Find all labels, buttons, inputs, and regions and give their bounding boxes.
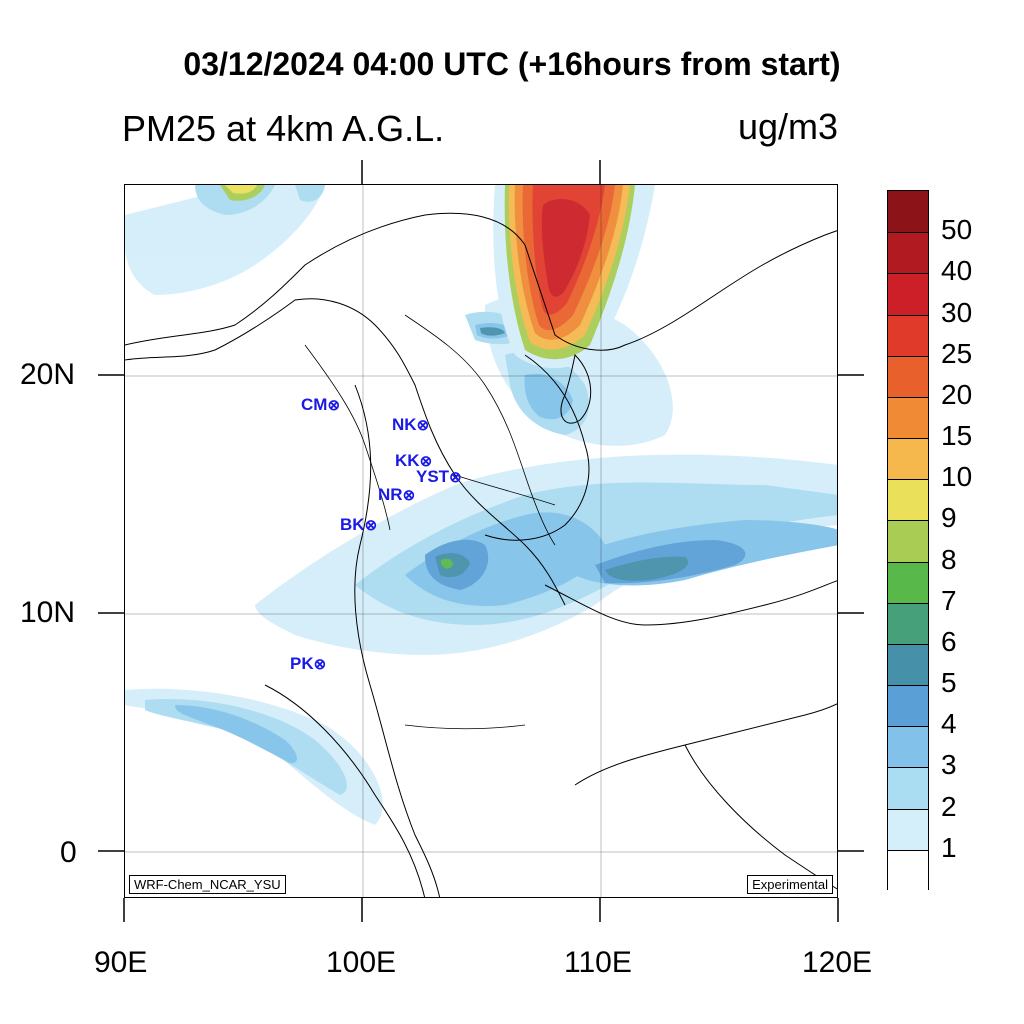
lat-label-10n: 10N bbox=[20, 596, 76, 629]
colorbar-label: 20 bbox=[941, 378, 973, 410]
station-yst-label: YST bbox=[416, 467, 450, 486]
colorbar-cell bbox=[888, 191, 928, 233]
station-marker-icon: ⊗ bbox=[327, 397, 341, 414]
colorbar-label: 30 bbox=[941, 296, 973, 328]
colorbar-label: 8 bbox=[941, 543, 957, 575]
colorbar-cell bbox=[888, 520, 928, 562]
station-cm-label: CM bbox=[301, 395, 328, 414]
colorbar-cell bbox=[888, 602, 928, 644]
lon-label-110e: 110E bbox=[564, 946, 632, 979]
colorbar-label: 10 bbox=[941, 461, 973, 493]
colorbar-cell bbox=[888, 479, 928, 521]
station-nr: NR⊗ bbox=[378, 485, 415, 505]
gridlines bbox=[125, 185, 837, 897]
colorbar-label: 3 bbox=[941, 749, 957, 781]
station-nk-label: NK bbox=[392, 415, 417, 434]
colorbar-label: 50 bbox=[941, 214, 973, 246]
station-marker-icon: ⊗ bbox=[402, 487, 416, 504]
colorbar bbox=[887, 190, 929, 891]
colorbar-label: 6 bbox=[941, 625, 957, 657]
colorbar-label: 4 bbox=[941, 708, 957, 740]
station-marker-icon: ⊗ bbox=[416, 417, 430, 434]
map-title: 03/12/2024 04:00 UTC (+16hours from star… bbox=[183, 46, 841, 82]
station-marker-icon: ⊗ bbox=[419, 453, 433, 470]
colorbar-cell bbox=[888, 643, 928, 686]
colorbar-cell bbox=[888, 355, 928, 397]
station-marker-icon: ⊗ bbox=[364, 517, 378, 534]
station-kk: KK⊗ bbox=[395, 451, 432, 471]
station-nr-label: NR bbox=[378, 485, 403, 504]
lon-label-90e: 90E bbox=[94, 946, 148, 979]
colorbar-label: 5 bbox=[941, 667, 957, 699]
lon-label-120e: 120E bbox=[802, 946, 873, 979]
colorbar-cell bbox=[888, 438, 928, 480]
colorbar-cell bbox=[888, 767, 928, 809]
colorbar-cell bbox=[888, 685, 928, 727]
colorbar-label: 15 bbox=[941, 420, 973, 452]
station-bk: BK⊗ bbox=[340, 515, 377, 535]
colorbar-label: 25 bbox=[941, 337, 973, 369]
colorbar-cell bbox=[888, 808, 928, 850]
colorbar-cell bbox=[888, 232, 928, 274]
borders bbox=[304, 314, 556, 730]
pm25-contours bbox=[125, 185, 837, 825]
colorbar-cell bbox=[888, 726, 928, 768]
lat-label-0: 0 bbox=[60, 836, 77, 869]
pm25-field bbox=[125, 185, 837, 897]
colorbar-label: 1 bbox=[941, 831, 957, 863]
station-bk-label: BK bbox=[340, 515, 365, 534]
station-cm: CM⊗ bbox=[301, 395, 340, 415]
colorbar-cell bbox=[888, 314, 928, 356]
model-credit: WRF-Chem_NCAR_YSU bbox=[129, 875, 286, 894]
variable-label: PM25 at 4km A.G.L. bbox=[122, 108, 445, 149]
station-yst: YST⊗ bbox=[416, 467, 462, 487]
station-marker-icon: ⊗ bbox=[313, 656, 327, 673]
station-pk-label: PK bbox=[290, 654, 314, 673]
map-panel: CM⊗ NK⊗ KK⊗ YST⊗ NR⊗ BK⊗ PK⊗ WRF-Chem_NC… bbox=[124, 184, 838, 898]
colorbar-label: 9 bbox=[941, 502, 957, 534]
colorbar-label: 40 bbox=[941, 255, 973, 287]
station-pk: PK⊗ bbox=[290, 654, 326, 674]
station-kk-label: KK bbox=[395, 451, 420, 470]
colorbar-label: 2 bbox=[941, 790, 957, 822]
colorbar-cell bbox=[888, 849, 928, 891]
station-nk: NK⊗ bbox=[392, 415, 429, 435]
units-label: ug/m3 bbox=[737, 106, 838, 147]
colorbar-cell bbox=[888, 561, 928, 603]
colorbar-cell bbox=[888, 396, 928, 439]
lon-label-100e: 100E bbox=[326, 946, 397, 979]
colorbar-cell bbox=[888, 273, 928, 315]
station-marker-icon: ⊗ bbox=[449, 469, 462, 486]
colorbar-label: 7 bbox=[941, 584, 957, 616]
lat-label-20n: 20N bbox=[20, 358, 76, 391]
experimental-tag: Experimental bbox=[747, 875, 833, 894]
